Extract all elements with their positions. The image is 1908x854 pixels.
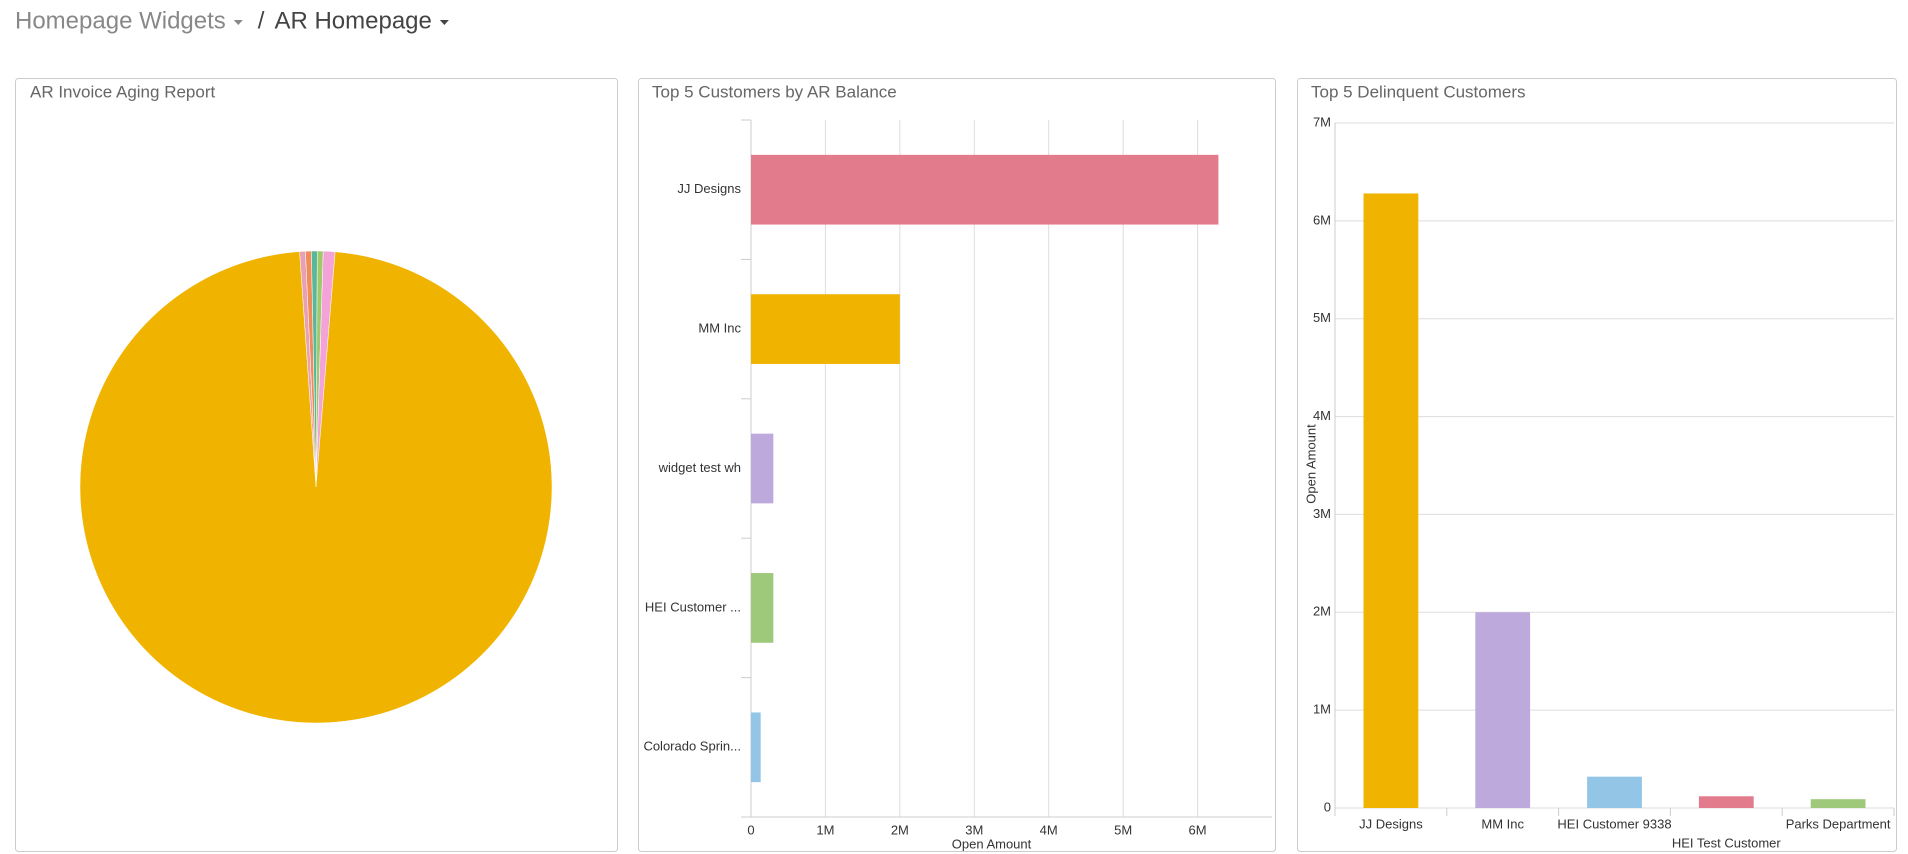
widget-title: Top 5 Customers by AR Balance	[652, 82, 897, 101]
category-label: JJ Designs	[1359, 816, 1423, 831]
widget-title: AR Invoice Aging Report	[30, 82, 215, 101]
category-label: JJ Designs	[677, 181, 741, 196]
x-tick-label: 2M	[891, 822, 909, 837]
x-tick-label: 4M	[1040, 822, 1058, 837]
x-tick-label: 6M	[1189, 822, 1207, 837]
bar	[751, 433, 774, 504]
x-tick-label: 0	[747, 822, 754, 837]
breadcrumb-current[interactable]: AR Homepage	[274, 7, 431, 34]
y-tick-label: 7M	[1313, 114, 1331, 129]
widget-title: Top 5 Delinquent Customers	[1311, 82, 1526, 101]
widget-panel	[1297, 78, 1897, 852]
y-tick-label: 4M	[1313, 408, 1331, 423]
y-tick-label: 5M	[1313, 310, 1331, 325]
category-label: Colorado Sprin...	[643, 739, 741, 754]
category-label: widget test wh	[658, 460, 741, 475]
bar	[751, 712, 761, 783]
pie-slice	[79, 251, 553, 724]
bar	[1475, 612, 1531, 808]
bar	[751, 573, 774, 643]
dropdown-caret[interactable]	[233, 20, 243, 25]
y-tick-label: 1M	[1313, 702, 1331, 717]
category-label: HEI Customer 9338	[1557, 816, 1671, 831]
bar	[1810, 799, 1866, 808]
bar	[751, 154, 1219, 225]
breadcrumb-separator: /	[258, 7, 265, 34]
dropdown-caret[interactable]	[439, 20, 449, 25]
bar	[1698, 796, 1754, 808]
y-tick-label: 0	[1324, 799, 1331, 814]
y-tick-label: 2M	[1313, 604, 1331, 619]
widget-panel	[638, 78, 1276, 852]
category-label: HEI Customer ...	[645, 599, 741, 614]
bar	[751, 294, 900, 364]
x-tick-label: 3M	[965, 822, 983, 837]
x-tick-label: 1M	[816, 822, 834, 837]
bar	[1363, 193, 1419, 808]
bar	[1587, 776, 1642, 808]
category-label: MM Inc	[1481, 816, 1524, 831]
category-label: Parks Department	[1786, 816, 1891, 831]
axis-title: Open Amount	[952, 836, 1032, 851]
category-label: HEI Test Customer	[1672, 835, 1782, 850]
breadcrumb-link[interactable]: Homepage Widgets	[15, 7, 226, 34]
axis-title: Open Amount	[1303, 424, 1318, 504]
y-tick-label: 3M	[1313, 506, 1331, 521]
x-tick-label: 5M	[1114, 822, 1132, 837]
category-label: MM Inc	[698, 321, 741, 336]
y-tick-label: 6M	[1313, 212, 1331, 227]
